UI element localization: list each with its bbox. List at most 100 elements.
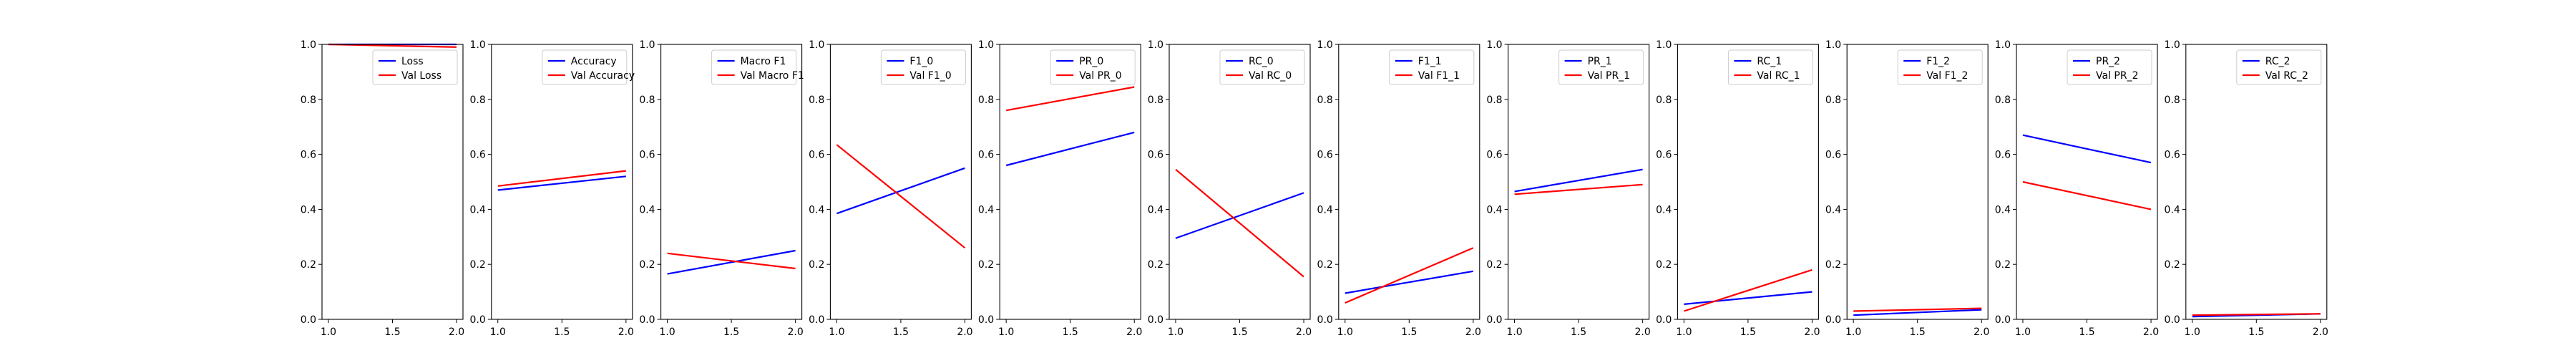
y-tick-label: 1.0: [2165, 39, 2180, 51]
y-tick-label: 0.2: [470, 259, 486, 271]
legend-label: Val PR_2: [2096, 70, 2139, 82]
y-tick-label: 0.0: [639, 314, 655, 326]
y-tick-label: 0.8: [1995, 95, 2011, 106]
y-tick-label: 0.0: [978, 314, 994, 326]
y-tick-label: 0.8: [1486, 95, 1502, 106]
series-line-0: [2022, 134, 2152, 164]
y-tick-label: 0.0: [1317, 314, 1333, 326]
subplot-1: 0.0 0.2 0.4 0.6 0.8 1.0 1.0 1.5 2.0 Accuracy Val A…: [470, 39, 635, 338]
legend-label: Val RC_1: [1757, 70, 1800, 82]
axes-frame: [829, 44, 972, 320]
y-tick-label: 0.0: [1148, 314, 1163, 326]
legend-label: Accuracy: [571, 56, 617, 67]
series-line-1: [667, 252, 796, 270]
y-tick-label: 0.8: [1317, 95, 1333, 106]
y-tick-label: 0.4: [470, 204, 486, 216]
legend-label: Val PR_0: [1079, 70, 1122, 82]
y-tick-label: 0.4: [1995, 204, 2011, 216]
x-tick-label: 1.0: [1168, 326, 1184, 338]
subplot-4: 0.0 0.2 0.4 0.6 0.8 1.0 1.0 1.5 2.0 PR_0 Val PR_0: [978, 39, 1142, 338]
series-line-0: [1175, 192, 1304, 239]
series-line-1: [497, 170, 626, 187]
y-tick-label: 1.0: [1825, 39, 1841, 51]
series-line-1: [1514, 183, 1643, 195]
y-tick-label: 0.8: [639, 95, 655, 106]
series-line-1: [328, 43, 457, 48]
x-tick-label: 1.5: [1571, 326, 1586, 338]
series-line-1: [2192, 313, 2321, 316]
y-tick-label: 0.4: [301, 204, 316, 216]
y-tick-label: 0.2: [1148, 259, 1163, 271]
legend-label: F1_1: [1418, 56, 1442, 67]
x-tick-label: 2.0: [1635, 326, 1651, 338]
x-tick-label: 2.0: [2313, 326, 2328, 338]
series-line-0: [667, 249, 796, 275]
legend-label: Val RC_0: [1249, 70, 1292, 82]
axes-frame: [321, 44, 464, 320]
y-tick-label: 0.4: [1825, 204, 1841, 216]
y-tick-label: 0.0: [301, 314, 316, 326]
series-line-0: [1853, 309, 1982, 316]
y-tick-label: 0.8: [301, 95, 316, 106]
axes-frame: [1677, 44, 1819, 320]
series-line-1: [836, 144, 966, 249]
axes-frame: [660, 44, 803, 320]
x-tick-label: 2.0: [1465, 326, 1481, 338]
subplot-6: 0.0 0.2 0.4 0.6 0.8 1.0 1.0 1.5 2.0 F1_1 Val F1_1: [1317, 39, 1481, 338]
series-line-1: [1006, 86, 1135, 112]
y-tick-label: 0.6: [1486, 150, 1502, 161]
axes-frame: [999, 44, 1141, 320]
x-tick-label: 1.5: [893, 326, 909, 338]
x-tick-label: 1.0: [1676, 326, 1692, 338]
series-line-0: [1005, 131, 1135, 167]
legend-label: Val PR_1: [1588, 70, 1631, 82]
y-tick-label: 1.0: [1148, 39, 1163, 51]
legend-label: Val Accuracy: [571, 70, 635, 82]
x-tick-label: 1.0: [2015, 326, 2031, 338]
y-tick-label: 0.2: [1486, 259, 1502, 271]
y-tick-label: 0.0: [1825, 314, 1841, 326]
y-tick-label: 0.8: [1148, 95, 1163, 106]
y-tick-label: 0.0: [470, 314, 486, 326]
subplot-7: 0.0 0.2 0.4 0.6 0.8 1.0 1.0 1.5 2.0 PR_1 Val PR_1: [1486, 39, 1650, 338]
x-tick-label: 1.0: [829, 326, 844, 338]
legend-label: PR_1: [1588, 56, 1612, 67]
y-tick-label: 0.2: [809, 259, 824, 271]
subplot-10: 0.0 0.2 0.4 0.6 0.8 1.0 1.0 1.5 2.0 PR_2 Val PR_2: [1995, 39, 2159, 338]
y-tick-label: 0.2: [1825, 259, 1841, 271]
x-tick-label: 1.0: [998, 326, 1014, 338]
x-tick-label: 1.5: [2079, 326, 2094, 338]
y-tick-label: 0.0: [1656, 314, 1672, 326]
legend-label: RC_2: [2265, 56, 2290, 67]
y-tick-label: 0.0: [1486, 314, 1502, 326]
x-tick-label: 1.5: [1401, 326, 1417, 338]
x-tick-label: 1.0: [321, 326, 336, 338]
legend-label: RC_1: [1757, 56, 1782, 67]
series-line-0: [497, 175, 626, 191]
series-line-1: [1345, 247, 1474, 304]
x-tick-label: 1.5: [1063, 326, 1078, 338]
x-tick-label: 1.0: [659, 326, 675, 338]
x-tick-label: 1.0: [1337, 326, 1353, 338]
x-tick-label: 1.0: [1845, 326, 1861, 338]
x-tick-label: 1.5: [384, 326, 400, 338]
y-tick-label: 1.0: [470, 39, 486, 51]
y-tick-label: 0.8: [1656, 95, 1672, 106]
y-tick-label: 0.0: [1995, 314, 2011, 326]
subplot-5: 0.0 0.2 0.4 0.6 0.8 1.0 1.0 1.5 2.0 RC_0 Val RC_0: [1148, 39, 1312, 338]
y-tick-label: 0.0: [2165, 314, 2180, 326]
x-tick-label: 1.0: [1506, 326, 1522, 338]
x-tick-label: 2.0: [1804, 326, 1820, 338]
y-tick-label: 0.6: [301, 150, 316, 161]
legend-label: Val Macro F1: [741, 70, 804, 82]
y-tick-label: 0.4: [639, 204, 655, 216]
series-line-0: [1684, 291, 1813, 305]
subplot-3: 0.0 0.2 0.4 0.6 0.8 1.0 1.0 1.5 2.0 F1_0 Val F1_0: [809, 39, 972, 338]
axes-frame: [1846, 44, 1989, 320]
y-tick-label: 0.6: [1148, 150, 1163, 161]
y-tick-label: 0.2: [978, 259, 994, 271]
series-line-1: [1684, 268, 1813, 312]
series-line-0: [1345, 270, 1473, 294]
legend-label: RC_0: [1249, 56, 1274, 67]
